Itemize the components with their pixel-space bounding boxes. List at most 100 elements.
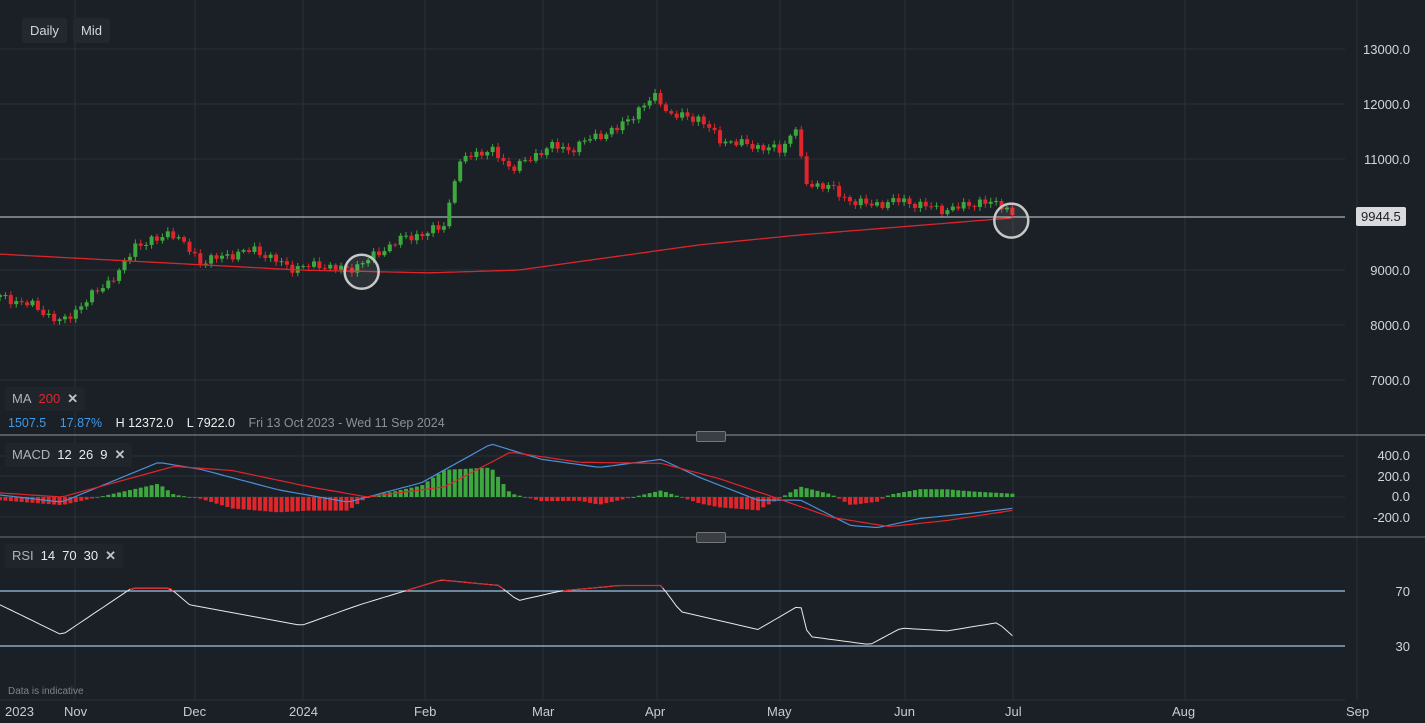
macd-histogram-bar (663, 492, 668, 497)
rsi-tick: 70 (1395, 584, 1410, 599)
candle-body (533, 153, 538, 161)
macd-histogram-bar (79, 497, 84, 501)
candle-body (967, 202, 972, 206)
macd-histogram-bar (950, 489, 955, 497)
candle-body (452, 181, 457, 203)
candle-body (696, 116, 701, 122)
candle-body (837, 185, 842, 197)
candle-body (653, 93, 658, 101)
signal-line (0, 452, 1013, 527)
candle-body (701, 116, 706, 125)
macd-histogram-bar (496, 476, 501, 497)
candle-body (804, 156, 809, 185)
candle-body (0, 295, 2, 298)
candle-body (46, 313, 51, 316)
macd-histogram-bar (718, 497, 723, 508)
candle-body (441, 226, 446, 230)
macd-histogram-bar (0, 497, 2, 501)
high-value: H 12372.0 (115, 416, 174, 430)
candle-body (414, 234, 419, 241)
macd-histogram-bar (1004, 493, 1009, 497)
candle-body (620, 121, 625, 131)
candle-body (566, 146, 571, 151)
macd-tick: 200.0 (1377, 469, 1410, 484)
candle-body (19, 301, 24, 303)
macd-histogram-bar (160, 486, 165, 497)
candle-body (52, 313, 57, 322)
candle-body (268, 254, 273, 258)
candle-body (539, 153, 544, 156)
macd-histogram-bar (804, 488, 809, 497)
candle-body (961, 202, 966, 209)
macd-histogram-bar (734, 497, 739, 509)
candle-body (328, 264, 333, 269)
candle-body (117, 270, 122, 281)
last-price-label: 9944.5 (1356, 207, 1406, 226)
macd-histogram-bar (479, 468, 484, 497)
macd-histogram-bar (447, 469, 452, 497)
price-stats: 1507.5 17.87% H 12372.0 L 7922.0 Fri 13 … (8, 416, 455, 430)
x-tick: Jul (1005, 704, 1022, 719)
macd-legend[interactable]: MACD 12 26 9 ✕ (5, 443, 133, 467)
candle-body (485, 152, 490, 156)
macd-histogram-bar (723, 497, 728, 508)
macd-histogram-bar (463, 468, 468, 497)
macd-histogram-bar (853, 497, 858, 505)
change-percent: 17.87% (59, 416, 103, 430)
pane-resize-handle[interactable] (696, 532, 726, 543)
candle-body (35, 300, 40, 310)
close-icon[interactable]: ✕ (67, 391, 79, 406)
macd-histogram-bar (626, 497, 631, 499)
candle-body (826, 184, 831, 189)
macd-histogram-bar (252, 497, 257, 511)
macd-histogram-bar (929, 489, 934, 497)
candle-body (90, 290, 95, 303)
candle-body (360, 263, 365, 265)
macd-histogram-bar (295, 497, 300, 512)
candle-body (198, 253, 203, 264)
candle-body (106, 280, 111, 289)
macd-histogram-bar (106, 494, 111, 497)
macd-histogram-bar (793, 489, 798, 497)
candle-body (284, 261, 289, 265)
macd-histogram-bar (918, 489, 923, 497)
macd-histogram-bar (290, 497, 295, 512)
macd-histogram-bar (198, 497, 203, 499)
candle-body (458, 161, 463, 182)
macd-histogram-bar (187, 497, 192, 498)
macd-histogram-bar (247, 497, 252, 510)
macd-histogram-bar (398, 489, 403, 497)
candle-body (382, 251, 387, 256)
close-icon[interactable]: ✕ (105, 548, 116, 563)
macd-histogram-bar (847, 497, 852, 505)
price-type-mid-button[interactable]: Mid (73, 18, 110, 43)
candle-body (734, 141, 739, 146)
rsi-legend[interactable]: RSI 14 70 30 ✕ (5, 544, 123, 568)
macd-histogram-bar (831, 495, 836, 497)
macd-histogram-bar (458, 469, 463, 497)
candle-body (718, 130, 723, 144)
timeframe-daily-button[interactable]: Daily (22, 18, 67, 43)
macd-histogram-bar (35, 497, 40, 504)
rsi-tick: 30 (1395, 639, 1410, 654)
candle-body (501, 157, 506, 161)
macd-histogram-bar (772, 497, 777, 502)
candle-body (950, 206, 955, 211)
candle-body (8, 295, 13, 305)
candle-body (972, 205, 977, 207)
ma-legend[interactable]: MA 200 ✕ (5, 387, 86, 411)
candle-body (257, 246, 262, 256)
candle-body (783, 143, 788, 153)
candle-body (247, 250, 252, 252)
macd-histogram-bar (355, 497, 360, 505)
rsi-upper: 70 (62, 548, 77, 563)
macd-histogram-bar (701, 497, 706, 505)
candle-body (983, 199, 988, 204)
macd-histogram-bar (598, 497, 603, 505)
close-icon[interactable]: ✕ (114, 447, 126, 462)
macd-histogram-bar (214, 497, 219, 504)
macd-histogram-bar (593, 497, 598, 504)
pane-resize-handle[interactable] (696, 431, 726, 442)
candle-body (977, 199, 982, 207)
